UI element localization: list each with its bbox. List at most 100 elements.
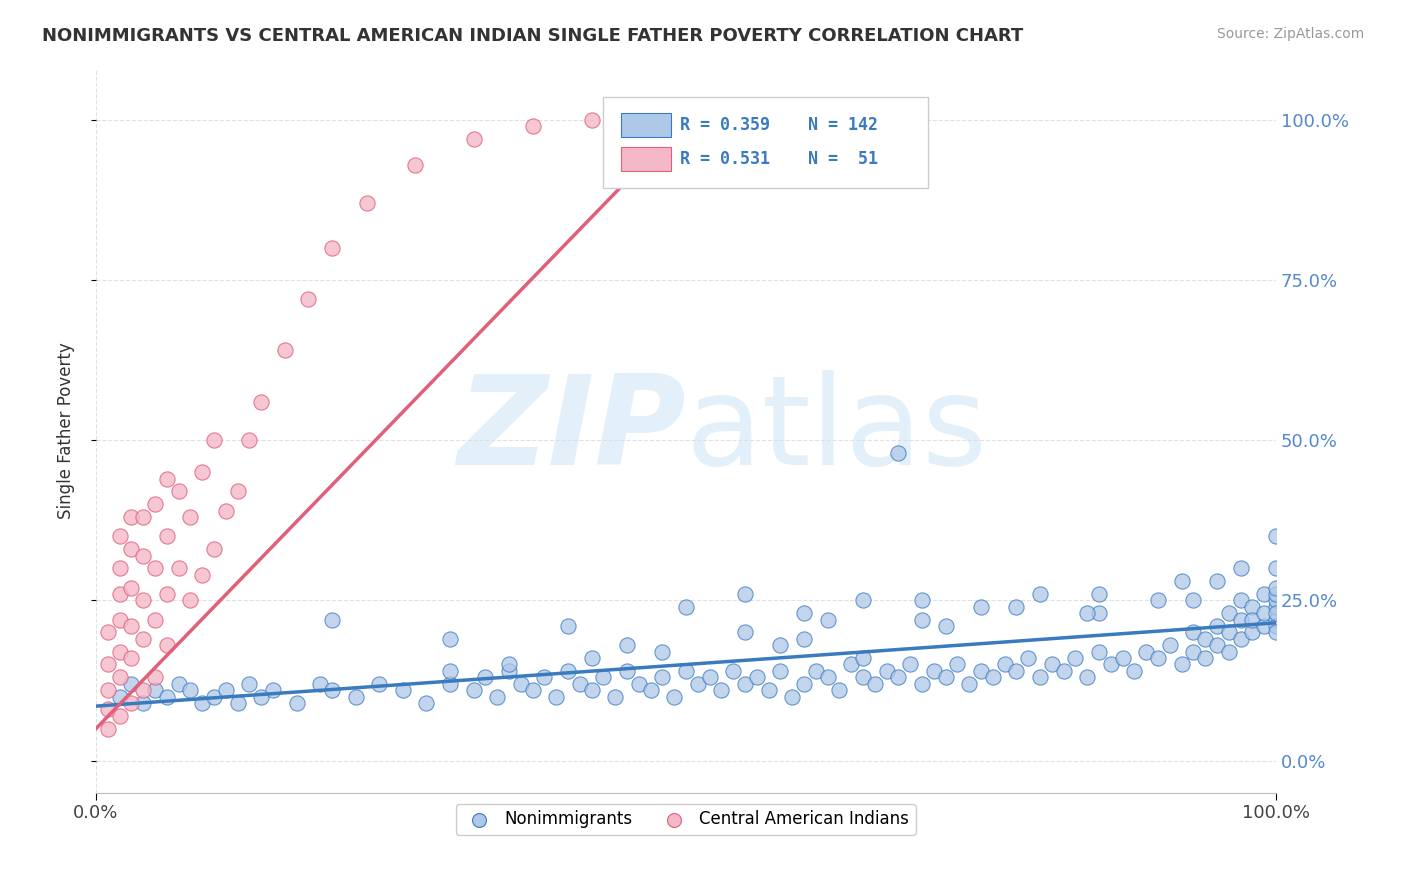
Point — [1170, 574, 1192, 589]
Point — [179, 683, 201, 698]
Point — [108, 690, 131, 704]
Point — [1005, 599, 1028, 614]
Point — [156, 472, 179, 486]
Point — [156, 690, 179, 704]
Point — [911, 613, 934, 627]
Point — [1265, 613, 1288, 627]
Point — [675, 664, 697, 678]
Point — [1017, 651, 1039, 665]
Text: R = 0.359: R = 0.359 — [681, 116, 770, 134]
Point — [970, 664, 993, 678]
Point — [1005, 664, 1028, 678]
Point — [1099, 657, 1122, 672]
Point — [533, 670, 555, 684]
Point — [250, 394, 273, 409]
Point — [120, 510, 142, 524]
Point — [1088, 606, 1111, 620]
Point — [1088, 587, 1111, 601]
Point — [546, 690, 568, 704]
Point — [887, 670, 910, 684]
Point — [321, 683, 343, 698]
Point — [120, 542, 142, 557]
Point — [321, 613, 343, 627]
Point — [120, 619, 142, 633]
Point — [970, 599, 993, 614]
Point — [1076, 606, 1098, 620]
Point — [415, 696, 437, 710]
Point — [627, 676, 650, 690]
Point — [581, 112, 603, 127]
Point — [191, 465, 214, 479]
Point — [321, 241, 343, 255]
Point — [1206, 574, 1229, 589]
Point — [1229, 613, 1251, 627]
Point — [191, 567, 214, 582]
Point — [132, 696, 155, 710]
Point — [156, 638, 179, 652]
Point — [793, 676, 815, 690]
Point — [250, 690, 273, 704]
Point — [817, 670, 839, 684]
Legend: Nonimmigrants, Central American Indians: Nonimmigrants, Central American Indians — [456, 804, 915, 835]
Point — [1265, 619, 1288, 633]
Point — [179, 510, 201, 524]
Point — [202, 542, 225, 557]
Point — [1229, 632, 1251, 646]
Point — [1265, 625, 1288, 640]
Point — [191, 696, 214, 710]
Point — [1147, 651, 1170, 665]
Point — [734, 676, 756, 690]
Point — [1265, 529, 1288, 543]
Point — [898, 657, 921, 672]
Point — [132, 593, 155, 607]
Point — [120, 581, 142, 595]
Point — [605, 690, 627, 704]
Point — [876, 664, 898, 678]
FancyBboxPatch shape — [603, 97, 928, 188]
Point — [758, 683, 780, 698]
Text: N =  51: N = 51 — [807, 150, 877, 168]
Point — [686, 676, 709, 690]
Point — [486, 690, 509, 704]
Point — [262, 683, 284, 698]
Point — [734, 587, 756, 601]
Point — [1029, 587, 1052, 601]
Point — [1229, 593, 1251, 607]
Point — [439, 632, 461, 646]
Point — [1218, 625, 1240, 640]
Point — [297, 292, 319, 306]
Point — [143, 497, 166, 511]
Point — [640, 683, 662, 698]
Point — [474, 670, 496, 684]
Point — [557, 664, 579, 678]
Point — [108, 587, 131, 601]
Text: Source: ZipAtlas.com: Source: ZipAtlas.com — [1216, 27, 1364, 41]
Point — [285, 696, 308, 710]
Point — [309, 676, 332, 690]
Text: ZIP: ZIP — [457, 370, 686, 491]
Point — [226, 484, 249, 499]
FancyBboxPatch shape — [621, 147, 671, 170]
Point — [1206, 619, 1229, 633]
Point — [922, 664, 945, 678]
Point — [1111, 651, 1133, 665]
Point — [356, 196, 378, 211]
Point — [839, 657, 862, 672]
Point — [1241, 613, 1264, 627]
Point — [522, 119, 544, 133]
Point — [675, 599, 697, 614]
Point — [132, 510, 155, 524]
Point — [793, 606, 815, 620]
Point — [344, 690, 367, 704]
Point — [132, 683, 155, 698]
Y-axis label: Single Father Poverty: Single Father Poverty — [58, 343, 75, 519]
Point — [238, 676, 260, 690]
Point — [616, 638, 638, 652]
Text: R = 0.531: R = 0.531 — [681, 150, 770, 168]
Point — [1253, 619, 1275, 633]
Point — [132, 549, 155, 563]
Point — [226, 696, 249, 710]
Point — [108, 670, 131, 684]
Point — [769, 664, 792, 678]
Point — [97, 702, 120, 716]
